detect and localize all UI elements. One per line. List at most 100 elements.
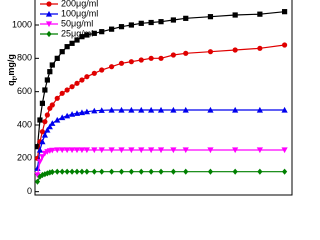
point — [138, 20, 144, 26]
y-tick-label: 0 — [27, 186, 32, 196]
point — [232, 106, 239, 113]
point — [78, 109, 86, 116]
point — [183, 168, 189, 175]
point — [256, 106, 263, 113]
point — [64, 168, 70, 175]
point — [91, 70, 97, 76]
point — [207, 147, 214, 154]
point — [39, 171, 46, 179]
point — [207, 14, 214, 20]
point — [91, 147, 98, 154]
point — [54, 95, 60, 101]
point — [257, 11, 263, 17]
point — [84, 32, 90, 38]
point — [73, 147, 81, 154]
point — [59, 49, 65, 55]
legend-label: 100μg/ml — [61, 8, 98, 18]
point — [148, 55, 154, 61]
point — [69, 168, 75, 175]
point — [207, 49, 214, 55]
point — [49, 62, 55, 68]
point — [98, 107, 105, 113]
point — [74, 168, 80, 175]
point — [46, 123, 53, 130]
point — [232, 47, 238, 53]
point — [148, 147, 155, 154]
point — [73, 110, 81, 116]
point — [281, 147, 288, 154]
point — [128, 106, 135, 113]
legend-label: 25μg/ml — [61, 28, 93, 38]
y-label-sub: t — [12, 77, 19, 80]
point — [49, 102, 55, 108]
y-tick-label: 1000 — [12, 19, 32, 29]
point — [109, 168, 115, 175]
series-line — [36, 44, 285, 159]
y-tick-label: 200 — [17, 153, 32, 163]
point — [109, 26, 115, 32]
plot-frame — [34, 0, 293, 196]
point — [128, 147, 135, 154]
legend-marker — [46, 30, 52, 38]
point — [207, 106, 214, 113]
point — [281, 9, 288, 15]
point — [37, 173, 43, 180]
point — [99, 168, 105, 175]
point — [79, 168, 85, 175]
point — [42, 87, 48, 93]
legend-marker — [46, 1, 52, 7]
point — [257, 168, 263, 175]
point — [207, 168, 214, 175]
point — [69, 84, 75, 90]
point — [39, 100, 46, 106]
point — [59, 90, 65, 96]
series-line — [36, 11, 285, 147]
point — [232, 168, 238, 175]
point — [118, 24, 125, 30]
point — [170, 52, 176, 58]
point — [47, 69, 53, 75]
point — [182, 106, 189, 113]
point — [281, 106, 288, 113]
point — [68, 147, 76, 154]
point — [49, 168, 55, 176]
point — [64, 147, 71, 154]
point — [170, 106, 177, 113]
point — [148, 19, 154, 26]
point — [128, 59, 134, 65]
point — [138, 57, 144, 63]
point — [148, 106, 155, 113]
point — [108, 106, 115, 113]
point — [39, 154, 46, 160]
point — [39, 129, 46, 135]
point — [49, 147, 56, 154]
point — [109, 64, 115, 70]
point — [138, 106, 145, 113]
point — [182, 147, 189, 154]
point — [79, 77, 85, 83]
point — [99, 29, 105, 35]
point — [99, 67, 105, 73]
point — [158, 55, 164, 61]
point — [108, 147, 115, 154]
point — [44, 126, 51, 133]
point — [83, 147, 90, 154]
point — [183, 15, 189, 21]
series-line — [36, 109, 285, 169]
point — [91, 30, 97, 36]
point — [84, 168, 90, 175]
point — [49, 120, 56, 126]
point — [59, 168, 65, 175]
point — [44, 77, 50, 83]
point — [59, 114, 66, 121]
point — [232, 12, 238, 18]
y-tick-label: 400 — [17, 119, 32, 129]
legend-marker — [45, 10, 53, 17]
y-tick-label: 600 — [17, 86, 32, 96]
point — [118, 106, 125, 113]
legend-marker — [45, 21, 53, 28]
y-axis-label: qt,mg/g — [6, 54, 18, 86]
point — [54, 168, 60, 175]
point — [37, 117, 43, 123]
point — [118, 60, 125, 66]
